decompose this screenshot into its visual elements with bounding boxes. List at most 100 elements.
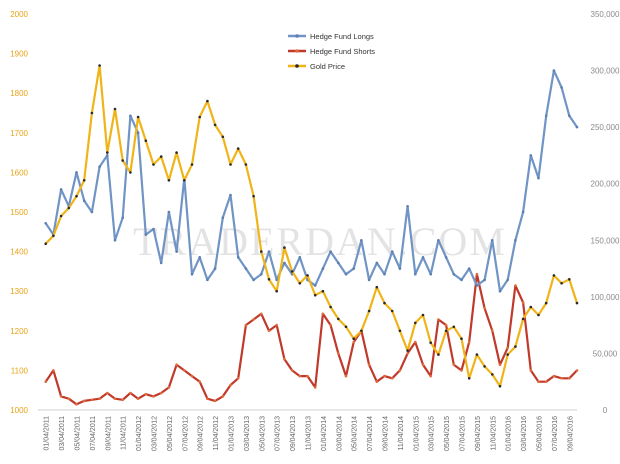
hedge-fund-longs-point (514, 239, 517, 242)
x-axis-tick-label: 05/04/2016 (537, 416, 544, 451)
hedge-fund-shorts-point (106, 391, 109, 395)
gold-price-point (106, 151, 109, 154)
right-axis-tick-label: 100,000 (591, 293, 620, 302)
legend-entry-gold-price: Gold Price (288, 62, 345, 71)
hedge-fund-longs-point (329, 250, 332, 253)
hedge-fund-shorts-point (383, 374, 386, 378)
legend-entry-hedge-fund-longs: Hedge Fund Longs (288, 32, 374, 41)
gold-price-point (514, 345, 517, 348)
hedge-fund-shorts-point (460, 369, 463, 372)
hedge-fund-shorts-point (252, 318, 255, 321)
hedge-fund-longs-point (429, 272, 433, 276)
gold-price-point (521, 317, 525, 321)
gold-price-point (75, 194, 78, 198)
hedge-fund-shorts-point (344, 374, 348, 378)
hedge-fund-longs-point (529, 154, 533, 157)
left-axis-tick-label: 1100 (11, 366, 29, 375)
gold-price-point (568, 278, 571, 281)
hedge-fund-longs-point (352, 267, 356, 270)
hedge-fund-shorts-point (337, 352, 340, 355)
hedge-fund-shorts-point (298, 374, 302, 378)
hedge-fund-longs-point (260, 272, 263, 276)
hedge-fund-shorts-point (167, 386, 171, 389)
x-axis-tick-label: 01/04/2011 (44, 416, 51, 451)
x-axis-tick-label: 07/04/2012 (182, 416, 189, 451)
hedge-fund-longs-point (460, 278, 463, 282)
gold-price-point (113, 107, 117, 111)
hedge-fund-longs-point (221, 216, 225, 219)
hedge-fund-shorts-point (444, 323, 448, 327)
hedge-fund-longs-point (190, 272, 194, 276)
hedge-fund-longs-point (152, 227, 155, 231)
left-axis-tick-label: 1600 (10, 168, 28, 177)
hedge-fund-longs-point (298, 255, 302, 259)
hedge-fund-shorts-point (67, 397, 71, 401)
gold-price-point (236, 147, 240, 150)
gold-price-point (129, 171, 132, 174)
hedge-fund-shorts-line (44, 273, 578, 406)
gold-price-point (367, 309, 371, 313)
hedge-fund-shorts-point (206, 397, 209, 401)
gold-price-point (159, 155, 163, 158)
hedge-fund-shorts-point (90, 398, 94, 402)
hedge-fund-shorts-point (267, 329, 271, 333)
hedge-fund-shorts-point (313, 386, 317, 389)
gold-price-point (67, 206, 71, 210)
hedge-fund-shorts-point (414, 340, 417, 344)
hedge-fund-shorts-point (113, 397, 117, 401)
gold-price-point (444, 329, 448, 333)
gold-price-point (52, 234, 55, 238)
gold-price-point (190, 163, 194, 166)
x-axis-tick-label: 11/04/2013 (306, 416, 313, 451)
x-axis-tick-label: 01/04/2014 (321, 416, 328, 451)
hedge-fund-shorts-point (421, 363, 425, 367)
hedge-fund-shorts-series (44, 272, 579, 406)
legend-marker (295, 34, 299, 38)
gold-price-point (506, 353, 510, 356)
x-axis-tick-label: 05/04/2012 (167, 416, 174, 451)
hedge-fund-shorts-point (429, 374, 433, 378)
hedge-fund-longs-point (444, 255, 448, 259)
x-axis-tick-label: 11/04/2015 (490, 416, 497, 451)
hedge-fund-longs-point (59, 188, 63, 191)
hedge-fund-longs-point (406, 205, 409, 208)
hedge-fund-longs-point (521, 210, 525, 214)
hedge-fund-longs-point (491, 239, 494, 242)
hedge-fund-shorts-point (544, 380, 548, 384)
gold-price-point (321, 289, 325, 293)
hedge-fund-longs-point (452, 272, 456, 276)
hedge-fund-shorts-point (575, 369, 579, 372)
x-axis-tick-label: 05/04/2015 (444, 416, 451, 451)
left-axis-tick-label: 1400 (10, 248, 28, 257)
hedge-fund-longs-point (129, 114, 132, 118)
hedge-fund-longs-point (167, 210, 171, 214)
legend-entry-hedge-fund-shorts: Hedge Fund Shorts (288, 47, 375, 56)
hedge-fund-longs-point (506, 278, 510, 282)
hedge-fund-shorts-point (229, 383, 232, 387)
hedge-fund-shorts-point (244, 323, 248, 327)
gold-price-point (252, 194, 255, 198)
x-axis-tick-label: 09/04/2012 (198, 416, 205, 451)
hedge-fund-longs-point (159, 261, 163, 265)
hedge-fund-shorts-point (321, 312, 325, 316)
gold-price-point (560, 282, 563, 285)
x-axis-tick-label: 09/04/2014 (383, 416, 390, 451)
hedge-fund-shorts-point (329, 323, 332, 327)
hedge-fund-shorts-point (213, 399, 217, 403)
hedge-fund-longs-point (136, 131, 140, 135)
gold-price-point (375, 285, 379, 289)
hedge-fund-shorts-point (52, 369, 55, 372)
gold-price-point (383, 301, 386, 305)
hedge-fund-shorts-point (306, 374, 309, 378)
left-axis-tick-label: 1200 (10, 327, 28, 336)
x-axis-tick-label: 07/04/2016 (552, 416, 559, 451)
gold-price-point (406, 349, 409, 352)
right-axis-tick-label: 250,000 (591, 123, 620, 132)
hedge-fund-shorts-point (44, 380, 47, 384)
x-axis-tick-label: 05/04/2011 (75, 416, 82, 451)
left-axis-tick-label: 1500 (10, 208, 28, 217)
right-axis-tick-label: 300,000 (591, 67, 620, 76)
hedge-fund-longs-point (244, 267, 248, 270)
gold-price-point (98, 64, 101, 67)
